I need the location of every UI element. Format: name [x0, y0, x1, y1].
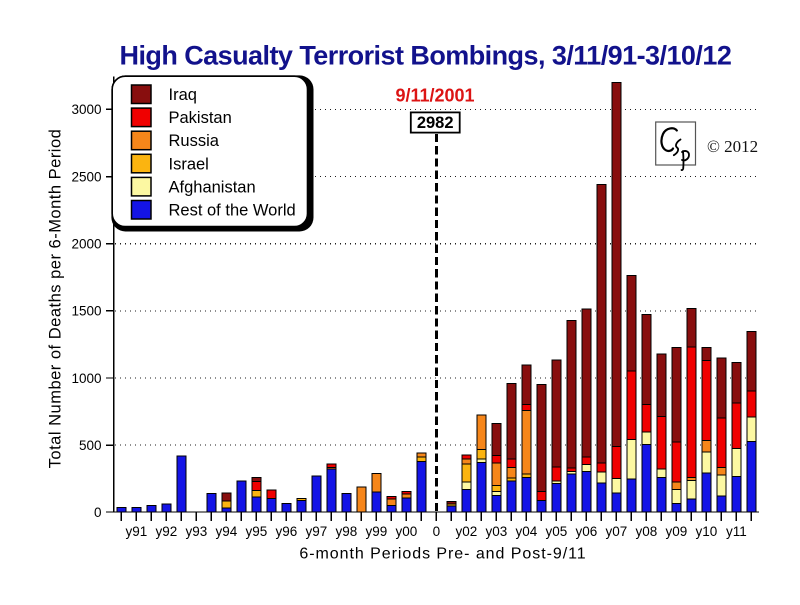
svg-text:y00: y00 [396, 524, 418, 539]
svg-text:0: 0 [433, 524, 441, 539]
svg-text:y94: y94 [216, 524, 238, 539]
svg-text:9/11/2001: 9/11/2001 [395, 86, 474, 106]
svg-text:Total Number of Deaths per 6-M: Total Number of Deaths per 6-Month Perio… [47, 129, 65, 469]
svg-text:High Casualty Terrorist Bombin: High Casualty Terrorist Bombings, 3/11/9… [120, 41, 732, 71]
svg-text:y09: y09 [666, 524, 688, 539]
svg-text:y99: y99 [366, 524, 388, 539]
svg-text:y96: y96 [276, 524, 298, 539]
svg-text:Russia: Russia [169, 132, 220, 150]
svg-text:Israel: Israel [169, 155, 209, 173]
svg-text:2500: 2500 [71, 169, 101, 184]
svg-text:y06: y06 [576, 524, 598, 539]
svg-text:y08: y08 [636, 524, 658, 539]
svg-text:0: 0 [94, 505, 102, 520]
svg-text:Pakistan: Pakistan [169, 109, 232, 127]
svg-text:y10: y10 [696, 524, 718, 539]
svg-text:3000: 3000 [71, 102, 101, 117]
svg-text:Rest of the World: Rest of the World [169, 202, 296, 220]
svg-text:y97: y97 [306, 524, 328, 539]
svg-text:y05: y05 [546, 524, 568, 539]
svg-text:1000: 1000 [71, 371, 101, 386]
svg-text:6-month Periods Pre- and Post-: 6-month Periods Pre- and Post-9/11 [299, 546, 586, 563]
svg-text:y04: y04 [516, 524, 538, 539]
svg-text:Afghanistan: Afghanistan [169, 178, 256, 196]
svg-text:y07: y07 [606, 524, 628, 539]
svg-text:Iraq: Iraq [169, 86, 197, 104]
svg-text:2000: 2000 [71, 237, 101, 252]
svg-text:2982: 2982 [417, 114, 454, 132]
svg-text:y92: y92 [156, 524, 178, 539]
svg-text:y03: y03 [486, 524, 508, 539]
svg-text:© 2012: © 2012 [707, 137, 758, 156]
svg-text:y95: y95 [246, 524, 268, 539]
svg-text:y93: y93 [186, 524, 208, 539]
svg-text:500: 500 [79, 438, 102, 453]
svg-text:y02: y02 [456, 524, 478, 539]
svg-text:y98: y98 [336, 524, 358, 539]
svg-text:y91: y91 [126, 524, 148, 539]
svg-text:y11: y11 [726, 524, 747, 539]
svg-text:1500: 1500 [71, 304, 101, 319]
